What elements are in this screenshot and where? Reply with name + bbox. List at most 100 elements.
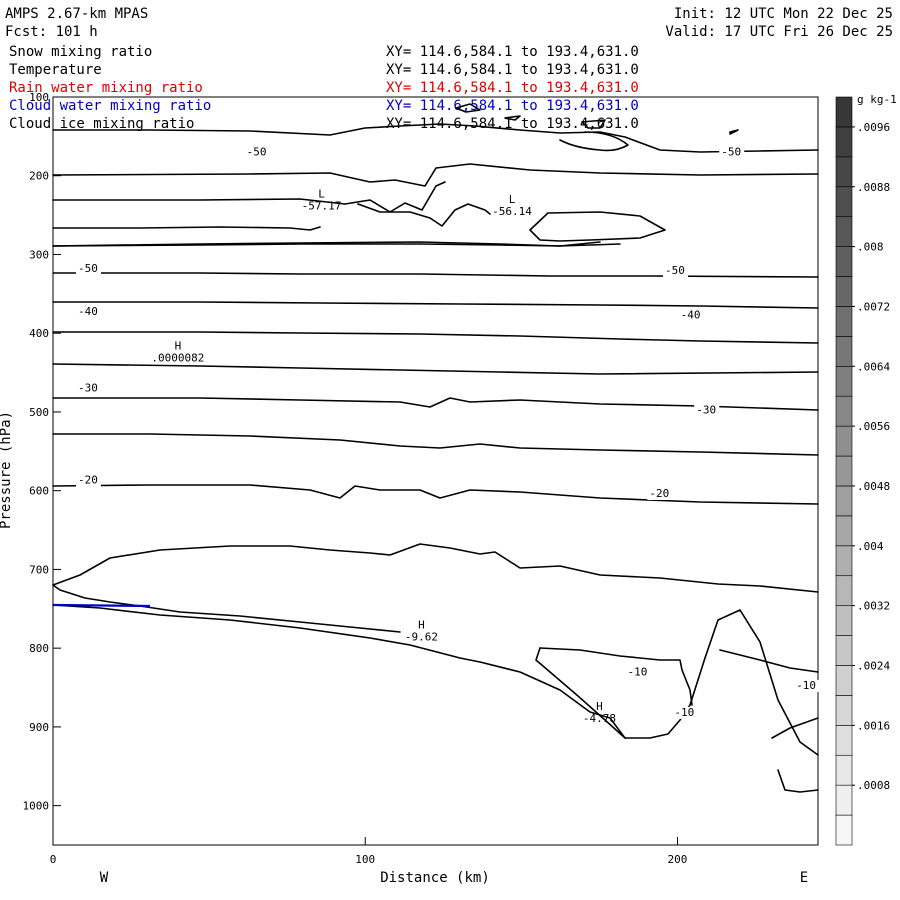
y-tick-label: 800 bbox=[29, 642, 49, 655]
colorbar-tick-label: .0056 bbox=[857, 420, 890, 433]
contour-label-bg bbox=[75, 306, 101, 319]
colorbar-tick-label: .004 bbox=[857, 540, 884, 553]
colorbar-tick-label: .0064 bbox=[857, 360, 890, 373]
colorbar-bin bbox=[835, 126, 853, 158]
colorbar-tick-label: .0048 bbox=[857, 480, 890, 493]
colorbar-bin bbox=[835, 336, 853, 367]
field-legend: Snow mixing ratio XY= 114.6,584.1 to 193… bbox=[9, 44, 639, 132]
legend-cloud-ice-xy: XY= 114.6,584.1 to 193.4,631.0 bbox=[386, 116, 639, 132]
colorbar-tick-label: .0016 bbox=[857, 719, 890, 732]
contour-label-bg bbox=[672, 706, 698, 719]
colorbar-bin bbox=[835, 156, 853, 188]
contour-line bbox=[559, 131, 629, 152]
colorbar-bin bbox=[835, 754, 853, 786]
contour-line bbox=[52, 226, 321, 231]
colorbar-bin bbox=[835, 306, 853, 337]
contour-label-bg bbox=[647, 487, 673, 500]
y-tick-label: 400 bbox=[29, 327, 49, 340]
legend-snow: Snow mixing ratio bbox=[9, 44, 152, 60]
colorbar-bin bbox=[835, 665, 853, 696]
contour-line bbox=[581, 119, 606, 129]
contour-label: -40 bbox=[78, 305, 98, 318]
extremum-value: -57.17 bbox=[302, 200, 342, 213]
y-tick-label: 600 bbox=[29, 485, 49, 498]
colorbar-bin bbox=[835, 485, 853, 517]
extremum-value: -4.78 bbox=[583, 712, 616, 725]
y-tick-label: 100 bbox=[29, 91, 49, 104]
legend-cloud-water-xy: XY= 114.6,584.1 to 193.4,631.0 bbox=[386, 98, 639, 114]
colorbar: g kg-1 .0096 .0088 .008 .0072 .0064 .0056 .004… bbox=[835, 93, 897, 846]
contour-label-bg bbox=[694, 404, 720, 417]
colorbar-bin bbox=[835, 575, 853, 606]
contour-labels: -50 -50 -50 -50 -40 -40 -30 -30 -20 -20 -10 -10 -10 L… bbox=[75, 145, 820, 725]
x-axis-title: Distance (km) bbox=[380, 870, 490, 886]
y-tick-label: 500 bbox=[29, 406, 49, 419]
contour-line bbox=[719, 649, 819, 673]
contour-line bbox=[52, 433, 819, 456]
colorbar-bin bbox=[835, 725, 853, 756]
x-tick-label: 0 bbox=[50, 853, 57, 866]
extremum-marker: H bbox=[596, 700, 603, 713]
colorbar-bin bbox=[835, 695, 853, 726]
contour-line bbox=[52, 331, 819, 344]
contour-line bbox=[52, 163, 819, 187]
colorbar-tick-label: .0088 bbox=[857, 181, 890, 194]
contour-label-bg bbox=[719, 146, 745, 159]
contour-line bbox=[52, 397, 819, 411]
legend-cloud-ice: Cloud ice mixing ratio bbox=[9, 116, 194, 132]
contour-line bbox=[357, 203, 491, 227]
contour-line bbox=[52, 181, 446, 213]
contour-label: -50 bbox=[721, 145, 741, 158]
colorbar-tick-label: .0032 bbox=[857, 600, 890, 613]
contour-label: -20 bbox=[649, 487, 669, 500]
contour-line bbox=[52, 543, 819, 593]
contour-label-bg bbox=[678, 309, 704, 322]
model-title: AMPS 2.67-km MPAS bbox=[5, 6, 148, 22]
cloud-water-contour bbox=[52, 603, 151, 608]
contour-label-bg bbox=[75, 382, 101, 395]
contour-line bbox=[52, 584, 401, 633]
contour-label: -30 bbox=[696, 404, 716, 417]
contour-line bbox=[529, 211, 666, 242]
extremum-marker: H bbox=[175, 340, 182, 353]
contour-label: -20 bbox=[78, 474, 98, 487]
contour-line bbox=[535, 647, 626, 739]
contour-line bbox=[52, 363, 819, 375]
colorbar-bin bbox=[835, 784, 853, 816]
extremum-marker: L bbox=[318, 188, 325, 201]
valid-time: Valid: 17 UTC Fri 26 Dec 25 bbox=[665, 24, 893, 40]
contour-label-bg bbox=[794, 680, 820, 693]
y-tick-label: 1000 bbox=[23, 800, 50, 813]
colorbar-bin bbox=[835, 96, 853, 128]
y-axis: 100 200 300 400 500 600 700 800 900 1000 bbox=[23, 91, 61, 813]
colorbar-bin bbox=[835, 814, 853, 846]
y-tick-label: 200 bbox=[29, 170, 49, 183]
x-tick-label: 200 bbox=[668, 853, 688, 866]
plot-frame bbox=[52, 96, 819, 846]
contour-label: -10 bbox=[796, 679, 816, 692]
contour-label: -10 bbox=[628, 666, 648, 679]
contour-label: -10 bbox=[674, 706, 694, 719]
colorbar-tick-label: .0072 bbox=[857, 300, 890, 313]
forecast-hour: Fcst: 101 h bbox=[5, 24, 98, 40]
contour-line bbox=[52, 243, 621, 247]
east-label: E bbox=[800, 870, 808, 886]
extremum-marker: H bbox=[418, 618, 425, 631]
legend-temperature: Temperature bbox=[9, 62, 102, 78]
y-tick-label: 300 bbox=[29, 248, 49, 261]
contour-label: -50 bbox=[78, 262, 98, 275]
legend-rain-xy: XY= 114.6,584.1 to 193.4,631.0 bbox=[386, 80, 639, 96]
contour-line bbox=[539, 647, 693, 706]
contour-line bbox=[52, 123, 819, 153]
contour-line bbox=[777, 769, 819, 793]
colorbar-bin bbox=[835, 455, 853, 487]
legend-rain: Rain water mixing ratio bbox=[9, 80, 203, 96]
colorbar-bin bbox=[835, 635, 853, 666]
contour-line bbox=[771, 717, 819, 739]
legend-snow-xy: XY= 114.6,584.1 to 193.4,631.0 bbox=[386, 44, 639, 60]
colorbar-bin bbox=[835, 216, 853, 247]
colorbar-bin bbox=[835, 515, 853, 547]
contour-label: -50 bbox=[665, 264, 685, 277]
colorbar-bin bbox=[835, 276, 853, 307]
